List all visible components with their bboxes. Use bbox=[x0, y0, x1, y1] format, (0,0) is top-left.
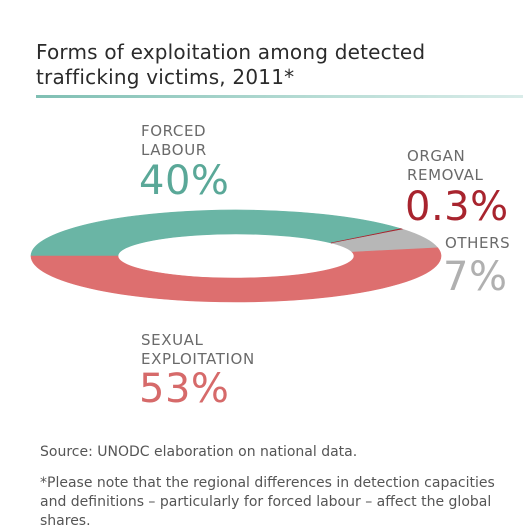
forced-labour-value: 40% bbox=[139, 158, 230, 204]
forced-labour-label-line-2: LABOUR bbox=[141, 141, 207, 159]
sexual-exploitation-label-line-1: SEXUAL bbox=[141, 331, 204, 349]
organ-removal-label-line-2: REMOVAL bbox=[407, 166, 484, 184]
chart-title-line-1: Forms of exploitation among detected bbox=[36, 40, 426, 64]
chart-title-line-2: trafficking victims, 2011* bbox=[36, 65, 295, 89]
organ-removal-label-line-1: ORGAN bbox=[407, 147, 466, 165]
sexual-exploitation-label: SEXUAL EXPLOITATION bbox=[141, 331, 255, 369]
others-label: OTHERS bbox=[445, 234, 510, 253]
sexual-exploitation-slice bbox=[30, 247, 442, 303]
organ-removal-label: ORGAN REMOVAL bbox=[407, 147, 484, 185]
others-value: 7% bbox=[443, 254, 508, 300]
source-note: Source: UNODC elaboration on national da… bbox=[40, 444, 358, 460]
others-label-line-1: OTHERS bbox=[445, 234, 511, 252]
organ-removal-value: 0.3% bbox=[405, 184, 509, 230]
chart-title: Forms of exploitation among detected tra… bbox=[36, 40, 506, 90]
footnote: *Please note that the regional differenc… bbox=[40, 475, 495, 529]
sexual-exploitation-label-line-2: EXPLOITATION bbox=[141, 350, 255, 368]
forced-labour-slice bbox=[30, 209, 402, 257]
forced-labour-label-line-1: FORCED bbox=[141, 122, 207, 140]
sexual-exploitation-value: 53% bbox=[139, 366, 230, 412]
title-divider bbox=[36, 95, 523, 98]
donut-chart bbox=[30, 209, 442, 303]
forced-labour-label: FORCED LABOUR bbox=[141, 122, 207, 160]
